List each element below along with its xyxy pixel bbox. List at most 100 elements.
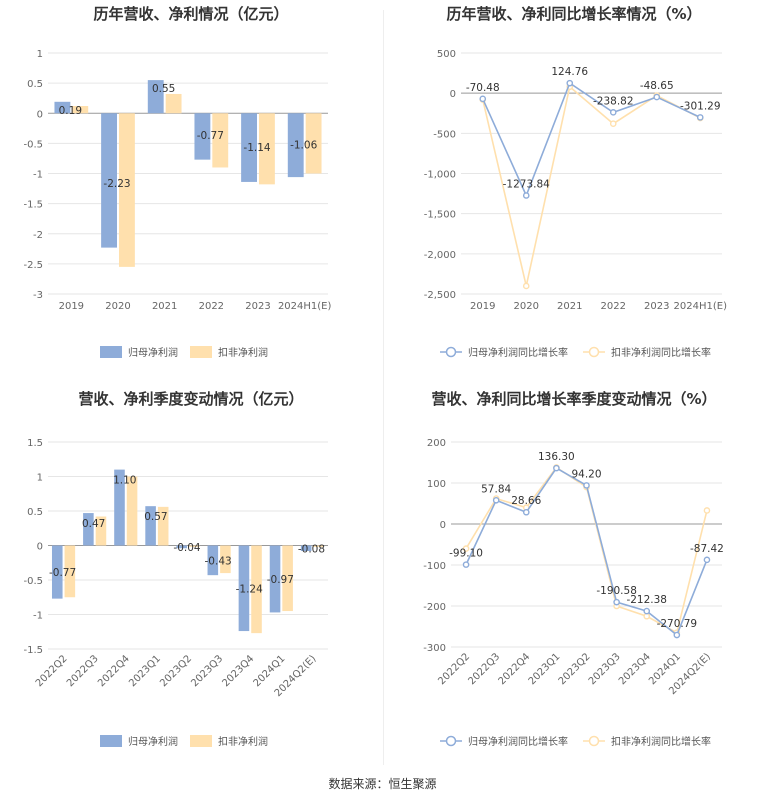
x-tick-label: 2022Q2 bbox=[34, 653, 70, 689]
bar-parent-net-profit bbox=[269, 545, 281, 613]
data-label: -87.42 bbox=[690, 543, 724, 555]
legend-label: 归母净利润 bbox=[128, 735, 178, 748]
y-tick-label: -100 bbox=[423, 561, 446, 572]
data-label: -70.48 bbox=[466, 82, 500, 94]
y-tick-label: -1,500 bbox=[424, 210, 456, 221]
data-label: 0.55 bbox=[152, 83, 175, 95]
legend-marker bbox=[445, 735, 457, 747]
y-tick-label: 1 bbox=[37, 49, 43, 60]
legend-label: 归母净利润同比增长率 bbox=[468, 735, 568, 748]
legend-marker bbox=[588, 346, 600, 358]
bar-parent-net-profit bbox=[145, 506, 156, 546]
y-tick-label: 100 bbox=[427, 479, 446, 490]
data-label: -190.58 bbox=[596, 585, 637, 597]
data-label: 0.19 bbox=[59, 105, 82, 117]
y-tick-label: -0.5 bbox=[23, 576, 43, 587]
annual-growth-svg: 历年营收、净利同比增长率情况（%） 500 0 -500 -1,000 -1,500 -2,… bbox=[424, 5, 727, 359]
chart-title: 历年营收、净利同比增长率情况（%） bbox=[446, 5, 701, 23]
point-deducted-growth bbox=[609, 120, 617, 127]
y-tick-label: -500 bbox=[433, 129, 456, 140]
legend-swatch bbox=[100, 346, 122, 358]
annual-profit-svg: 历年营收、净利情况（亿元） 1 0.5 0 -0.5 -1 -1.5 -2 -2.5 -3 2019… bbox=[23, 5, 332, 359]
data-label: -1.24 bbox=[236, 583, 263, 595]
bar-deducted-net-profit bbox=[220, 545, 231, 574]
quarterly-growth-chart: 营收、净利同比增长率季度变动情况（%） 200 100 0 -100 -200 -300 20… bbox=[383, 385, 765, 765]
bar-deducted-net-profit bbox=[251, 545, 262, 634]
y-tick-label: 1 bbox=[37, 473, 43, 484]
y-tick-label: -1 bbox=[33, 611, 43, 622]
x-tick-label: 2023Q1 bbox=[127, 653, 163, 689]
data-label: -2.23 bbox=[103, 178, 130, 190]
y-tick-label: 0 bbox=[440, 520, 446, 531]
bar-deducted-net-profit bbox=[157, 506, 169, 546]
bar-deducted-net-profit bbox=[189, 545, 200, 547]
data-label: -1.14 bbox=[243, 142, 270, 154]
bar-deducted-net-profit bbox=[212, 113, 229, 168]
bar-deducted-net-profit bbox=[64, 545, 76, 598]
data-label: 57.84 bbox=[481, 483, 511, 495]
x-tick-label: 2023Q4 bbox=[221, 653, 257, 689]
legend-label: 扣非净利润同比增长率 bbox=[611, 346, 711, 359]
quarterly-growth-svg: 营收、净利同比增长率季度变动情况（%）2001000-100-200-30020… bbox=[423, 390, 724, 748]
y-tick-label: -3 bbox=[33, 290, 43, 301]
y-tick-label: 0 bbox=[37, 109, 43, 120]
chart-title: 营收、净利同比增长率季度变动情况（%） bbox=[431, 390, 716, 408]
y-tick-label: -2 bbox=[33, 230, 43, 241]
bar-parent-net-profit bbox=[147, 80, 164, 114]
data-label: -0.77 bbox=[197, 130, 224, 142]
x-tick-label: 2023Q3 bbox=[587, 651, 623, 687]
x-tick-label: 2020 bbox=[105, 301, 130, 312]
bar-parent-net-profit bbox=[83, 513, 94, 546]
x-tick-label: 2024H1(E) bbox=[278, 301, 332, 312]
legend-label: 扣非净利润同比增长率 bbox=[611, 735, 711, 748]
legend-swatch bbox=[190, 735, 212, 747]
bar-parent-net-profit bbox=[101, 113, 117, 248]
bar-parent-net-profit bbox=[207, 545, 219, 576]
point-parent-growth bbox=[653, 93, 661, 101]
x-tick-label: 2022 bbox=[199, 301, 224, 312]
x-tick-label: 2023 bbox=[644, 301, 669, 312]
y-tick-label: -200 bbox=[423, 602, 446, 613]
bar-deducted-net-profit bbox=[126, 476, 138, 546]
data-label: 94.20 bbox=[571, 468, 601, 480]
bar-parent-net-profit bbox=[238, 545, 250, 632]
data-label: 124.76 bbox=[551, 66, 588, 78]
y-tick-label: 0 bbox=[37, 542, 43, 553]
x-tick-label: 2022 bbox=[601, 301, 626, 312]
x-tick-label: 2022Q3 bbox=[466, 651, 502, 687]
y-tick-label: -2,000 bbox=[424, 250, 456, 261]
bar-parent-net-profit bbox=[241, 113, 257, 182]
x-tick-label: 2021 bbox=[557, 301, 582, 312]
x-tick-label: 2023Q2 bbox=[557, 651, 593, 687]
bar-deducted-net-profit bbox=[282, 545, 293, 612]
panel-divider bbox=[383, 10, 384, 765]
y-tick-label: -1.5 bbox=[23, 200, 43, 211]
point-parent-growth bbox=[673, 631, 681, 639]
data-label: -0.04 bbox=[173, 542, 200, 554]
point-deducted-growth bbox=[643, 612, 651, 620]
bar-parent-net-profit bbox=[51, 545, 63, 599]
line-deducted-growth bbox=[481, 85, 701, 287]
x-tick-label: 2023 bbox=[245, 301, 270, 312]
data-label: -270.79 bbox=[657, 618, 698, 630]
chart-title: 营收、净利季度变动情况（亿元） bbox=[78, 390, 303, 408]
y-tick-label: -1,000 bbox=[424, 170, 456, 181]
bar-deducted-net-profit bbox=[259, 113, 275, 185]
quarterly-profit-svg: 营收、净利季度变动情况（亿元）1.510.50-0.5-1-1.52022Q22… bbox=[23, 390, 328, 748]
data-label: -0.77 bbox=[49, 567, 76, 579]
point-parent-growth bbox=[703, 556, 711, 564]
quarterly-profit-chart: 营收、净利季度变动情况（亿元） 1.5 1 0.5 0 -0.5 -1 -1.5 2022Q2 2… bbox=[0, 385, 382, 765]
y-tick-label: 0.5 bbox=[27, 79, 43, 90]
legend-swatch bbox=[100, 735, 122, 747]
data-label: -1.06 bbox=[290, 139, 317, 151]
legend-label: 扣非净利润 bbox=[218, 735, 268, 748]
point-parent-growth bbox=[566, 79, 574, 87]
data-label: 0.57 bbox=[144, 511, 167, 523]
data-label: -0.97 bbox=[267, 574, 294, 586]
legend-marker bbox=[588, 735, 600, 747]
x-tick-label: 2022Q4 bbox=[497, 651, 533, 687]
data-label: 136.30 bbox=[538, 451, 575, 463]
bar-deducted-net-profit bbox=[305, 113, 322, 174]
data-label: 1.10 bbox=[113, 475, 136, 487]
x-tick-label: 2021 bbox=[152, 301, 177, 312]
